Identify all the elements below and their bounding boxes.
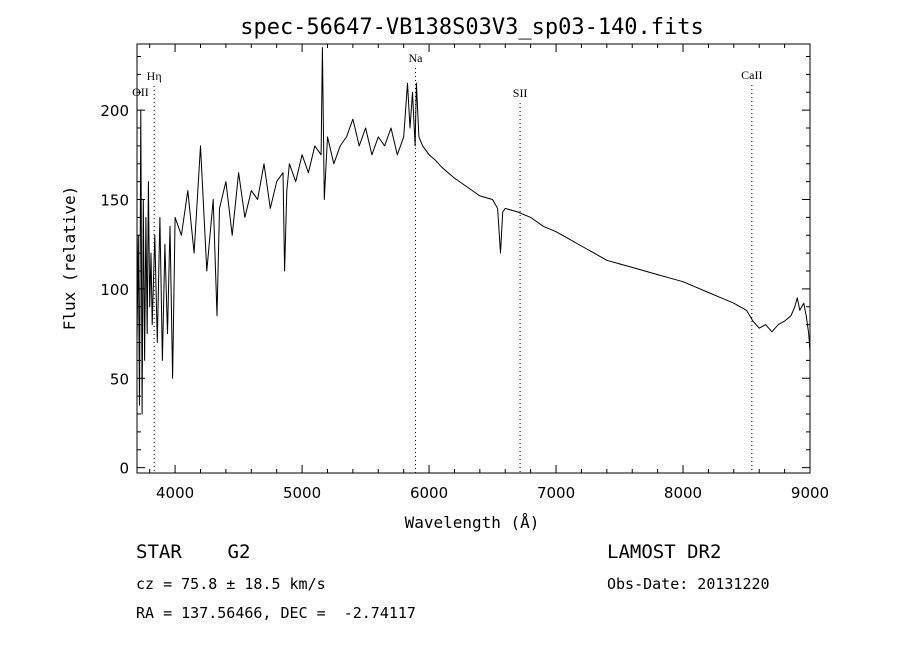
x-tick-label: 6000 bbox=[410, 484, 448, 502]
observation-date: Obs-Date: 20131220 bbox=[607, 575, 770, 593]
y-tick-label: 0 bbox=[119, 460, 129, 478]
x-tick-label: 7000 bbox=[537, 484, 575, 502]
spectrum-line bbox=[136, 47, 811, 415]
x-tick-label: 9000 bbox=[791, 484, 829, 502]
x-tick-label: 4000 bbox=[156, 484, 194, 502]
axis-ticks: 4000 5000 6000 7000 8000 9000 0 50 100 150 200 bbox=[100, 44, 829, 502]
x-tick-label: 8000 bbox=[664, 484, 702, 502]
chart-title: spec-56647-VB138S03V3_sp03-140.fits bbox=[240, 15, 704, 40]
emission-line-label: CaII bbox=[741, 68, 762, 82]
plot-frame bbox=[136, 43, 811, 474]
emission-line-label: Na bbox=[408, 51, 423, 65]
emission-line-label: SII bbox=[513, 86, 528, 100]
y-tick-label: 50 bbox=[110, 370, 129, 388]
y-axis-label: Flux (relative) bbox=[60, 186, 79, 331]
survey-name: LAMOST DR2 bbox=[607, 541, 722, 563]
redshift-velocity: cz = 75.8 ± 18.5 km/s bbox=[136, 575, 326, 593]
object-class: STAR G2 bbox=[136, 541, 251, 563]
y-tick-label: 150 bbox=[100, 192, 129, 210]
x-axis-label: Wavelength (Å) bbox=[405, 513, 540, 532]
y-tick-label: 100 bbox=[100, 281, 129, 299]
emission-line-label: Hη bbox=[147, 69, 162, 83]
x-tick-label: 5000 bbox=[283, 484, 321, 502]
coordinates: RA = 137.56466, DEC = -2.74117 bbox=[136, 604, 416, 622]
y-tick-label: 200 bbox=[100, 102, 129, 120]
